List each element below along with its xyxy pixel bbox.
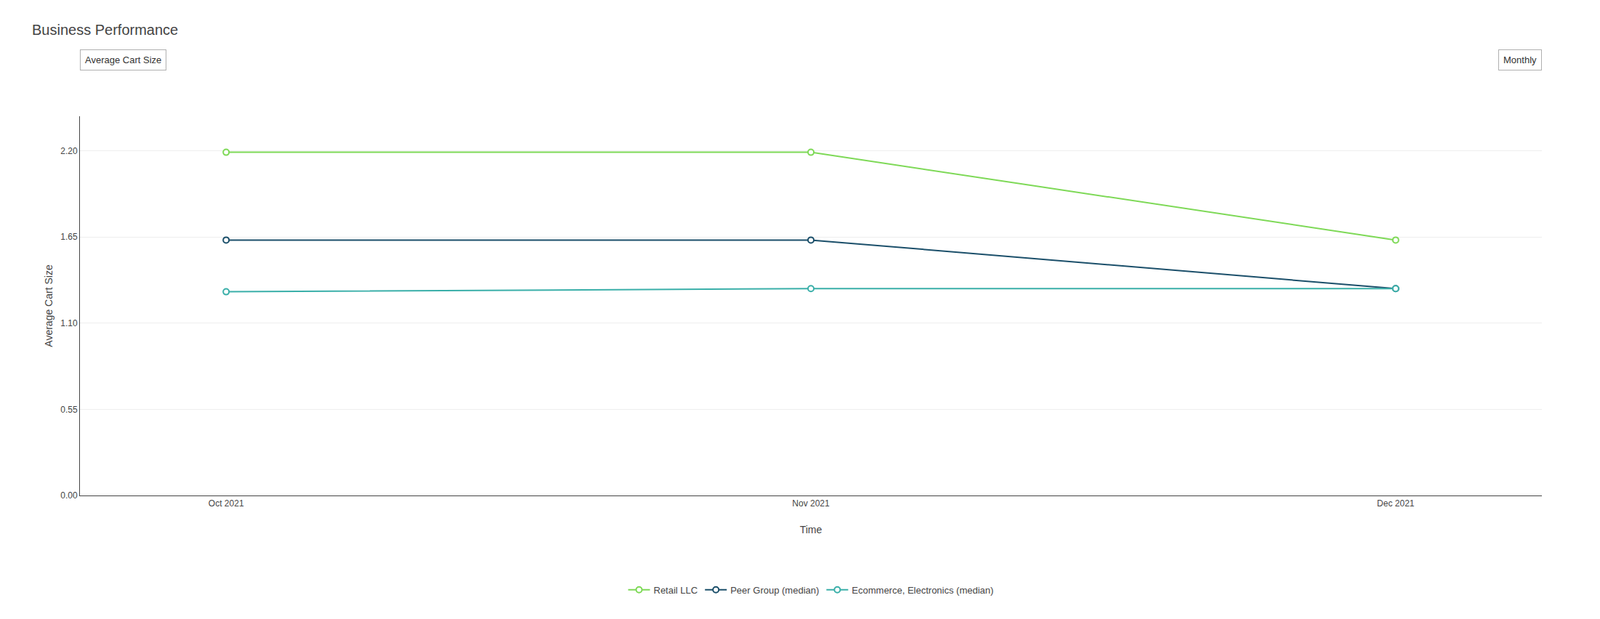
svg-text:Average Cart Size: Average Cart Size xyxy=(42,264,55,348)
svg-text:Ecommerce, Electronics (median: Ecommerce, Electronics (median) xyxy=(851,584,994,596)
svg-text:1.65: 1.65 xyxy=(60,231,78,242)
svg-text:1.10: 1.10 xyxy=(60,318,78,329)
svg-text:Time: Time xyxy=(800,523,823,536)
svg-text:Monthly: Monthly xyxy=(1503,54,1537,66)
svg-text:Peer Group (median): Peer Group (median) xyxy=(730,584,819,596)
svg-text:0.00: 0.00 xyxy=(60,490,78,501)
svg-text:Retail LLC: Retail LLC xyxy=(653,584,699,596)
svg-text:2.20: 2.20 xyxy=(60,146,78,157)
svg-text:Oct 2021: Oct 2021 xyxy=(208,498,245,509)
svg-text:Dec 2021: Dec 2021 xyxy=(1376,498,1415,509)
svg-text:Business Performance: Business Performance xyxy=(31,21,179,38)
svg-text:0.55: 0.55 xyxy=(60,404,78,415)
svg-text:Average Cart Size: Average Cart Size xyxy=(85,54,162,66)
svg-text:Nov 2021: Nov 2021 xyxy=(792,498,830,509)
